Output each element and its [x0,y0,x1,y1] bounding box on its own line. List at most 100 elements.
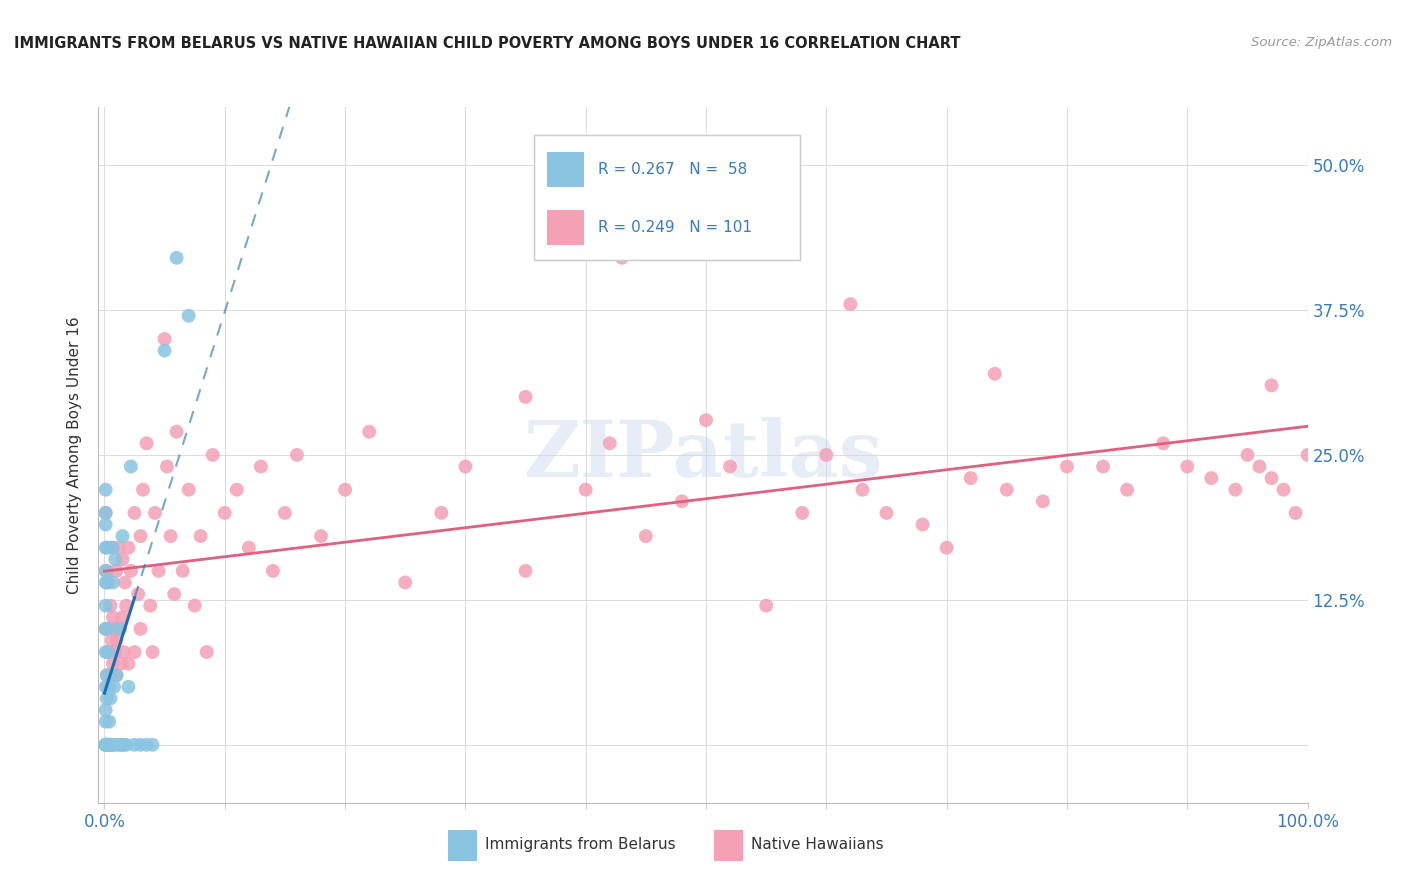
Point [112,738,135,752]
Point [755,599,778,613]
Point [610,251,633,265]
Point [111,552,134,566]
Point [94,738,117,752]
Point [875,506,897,520]
Point [105,738,128,752]
Point [98,680,121,694]
Point [105,564,128,578]
Point [148,564,170,578]
Point [96,668,118,682]
Point [94,645,117,659]
Point [97,738,120,752]
Point [195,645,218,659]
Point [333,483,356,497]
Point [139,599,162,613]
Point [124,738,146,752]
Point [101,575,124,590]
Point [100,668,122,682]
Point [127,587,149,601]
Point [1260,471,1282,485]
Point [94,703,117,717]
Point [103,738,125,752]
Point [129,529,152,543]
Point [515,390,537,404]
Point [183,599,205,613]
Point [250,459,273,474]
Point [100,738,122,752]
Point [108,622,131,636]
Point [995,483,1018,497]
Point [111,529,134,543]
Point [110,657,132,671]
Point [142,738,165,752]
Point [112,645,135,659]
Point [94,564,117,578]
Point [96,738,118,752]
Point [1092,459,1115,474]
Point [100,738,122,752]
Point [718,459,741,474]
Point [634,529,657,543]
Point [1296,448,1319,462]
Point [97,645,120,659]
Point [815,448,838,462]
Point [115,738,138,752]
Point [105,668,128,682]
Point [124,645,146,659]
Point [98,738,121,752]
Point [97,738,120,752]
Point [100,541,122,555]
Point [104,645,127,659]
Point [166,425,188,439]
Point [101,610,124,624]
Point [105,633,128,648]
Point [153,343,176,358]
Point [599,436,621,450]
Point [94,575,117,590]
Point [911,517,934,532]
Point [515,564,537,578]
Point [94,541,117,555]
Point [96,668,118,682]
Point [117,541,139,555]
Point [98,645,121,659]
Point [101,541,124,555]
Point [1284,506,1306,520]
Point [100,738,122,752]
Point [177,309,200,323]
Point [103,622,125,636]
Point [1116,483,1139,497]
Point [96,575,118,590]
Point [1260,378,1282,392]
Point [225,483,247,497]
Point [1175,459,1198,474]
Point [142,645,165,659]
Point [94,738,117,752]
Point [108,541,131,555]
Point [117,680,139,694]
Point [285,448,308,462]
Point [108,622,131,636]
Point [1249,459,1271,474]
Point [94,506,117,520]
Point [100,633,122,648]
Point [94,714,117,729]
Point [214,506,236,520]
Point [94,680,117,694]
Point [94,738,117,752]
Point [96,738,118,752]
Point [1201,471,1223,485]
Point [238,541,260,555]
Point [394,575,416,590]
Point [731,216,754,230]
Point [94,506,117,520]
Point [143,506,166,520]
Point [309,529,332,543]
Point [100,599,122,613]
Text: IMMIGRANTS FROM BELARUS VS NATIVE HAWAIIAN CHILD POVERTY AMONG BOYS UNDER 16 COR: IMMIGRANTS FROM BELARUS VS NATIVE HAWAII… [14,36,960,51]
Point [135,436,157,450]
Point [935,541,957,555]
Point [454,459,477,474]
Point [94,517,117,532]
Point [96,541,118,555]
